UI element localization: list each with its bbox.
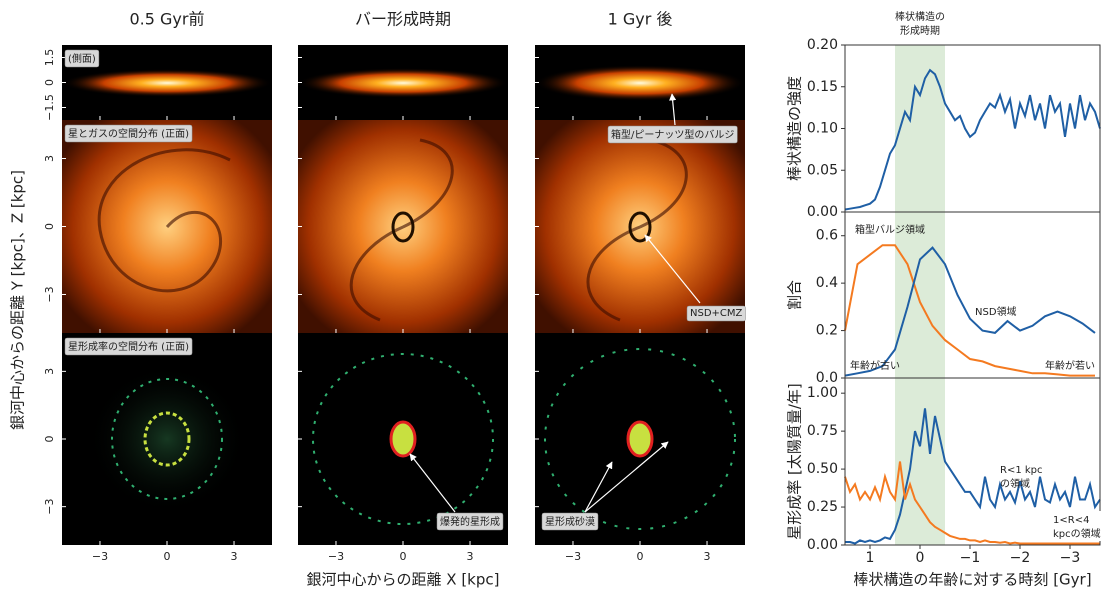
y-tick-label: 0.50: [807, 461, 838, 477]
y-tick-label: 0.4: [816, 275, 838, 291]
x-tick-label: 0: [164, 550, 171, 563]
y-tick-label: 1.00: [807, 385, 838, 401]
annotation-box: (側面): [65, 50, 99, 67]
highlight-band: [895, 212, 945, 378]
sfr-core: [628, 422, 652, 456]
y-tick-label: 0: [43, 223, 56, 230]
annotation: 星形成率の空間分布 (正面): [68, 340, 189, 353]
x-axis-label: 棒状構造の年齢に対する時刻 [Gyr]: [853, 571, 1091, 589]
y-tick-label: 0.20: [807, 37, 838, 53]
y-tick-label: 0.15: [807, 79, 838, 95]
x-tick-label: −2: [1010, 550, 1031, 566]
x-tick-label: 0: [400, 550, 407, 563]
y-tick-label: 3: [43, 368, 56, 375]
y-tick-label: 0.10: [807, 121, 838, 137]
series-label: 1<R<4: [1053, 515, 1089, 526]
series-label: の領域: [1000, 477, 1030, 490]
annotation: NSD+CMZ: [690, 308, 743, 319]
y-axis-label: 銀河中心からの距離 Y [kpc]、Z [kpc]: [9, 170, 27, 430]
y-tick-label: 0.2: [816, 323, 838, 339]
annotation: 爆発的星形成: [440, 515, 500, 528]
annotation-box: 星形成率の空間分布 (正面): [65, 338, 192, 355]
y-tick-label: 3: [43, 155, 56, 162]
annotation: 形成時期: [900, 25, 940, 37]
line: [845, 245, 1095, 375]
column-title: 1 Gyr 後: [608, 10, 673, 29]
y-tick-label: 0.0: [816, 370, 838, 386]
y-tick-label: 0.00: [807, 204, 838, 220]
y-tick-label: 0.75: [807, 423, 838, 439]
annotation: 箱型/ピーナッツ型のバルジ: [611, 128, 734, 141]
y-tick-label: 0: [43, 79, 56, 86]
x-tick-label: 3: [467, 550, 474, 563]
y-tick-label: 0.6: [816, 228, 838, 244]
x-tick-label: 3: [704, 550, 711, 563]
x-tick-label: 0: [637, 550, 644, 563]
y-tick-label: 0.25: [807, 499, 838, 515]
disk: [298, 68, 508, 98]
y-tick-label: 0: [43, 436, 56, 443]
x-tick-label: −3: [565, 550, 581, 563]
x-tick-label: −3: [92, 550, 108, 563]
y-axis-label: 星形成率 [太陽質量/年]: [786, 383, 804, 540]
annotation: 棒状構造の: [895, 10, 945, 23]
annotation-box: 星形成砂漠: [542, 513, 598, 530]
annotation: 年齢が若い: [1045, 359, 1095, 372]
x-tick-label: −3: [328, 550, 344, 563]
sfr-core: [391, 422, 415, 456]
annotation: (側面): [68, 52, 96, 65]
x-tick-label: −1: [960, 550, 981, 566]
series-label: R<1 kpc: [1000, 465, 1043, 476]
highlight-band: [895, 45, 945, 212]
highlight-band: [895, 378, 945, 545]
x-axis-label: 銀河中心からの距離 X [kpc]: [307, 571, 500, 589]
series-label: 箱型バルジ領域: [855, 223, 925, 236]
disk: [535, 65, 745, 101]
line: [845, 248, 1095, 376]
annotation-box: 箱型/ピーナッツ型のバルジ: [608, 126, 737, 143]
annotation: 星とガスの空間分布 (正面): [68, 127, 189, 140]
y-axis-label: 割合: [786, 280, 804, 310]
annotation: 星形成砂漠: [545, 515, 595, 528]
x-tick-label: 3: [231, 550, 238, 563]
y-tick-label: −1.5: [43, 94, 56, 121]
x-tick-label: 0: [916, 550, 925, 566]
y-tick-label: 0.05: [807, 162, 838, 178]
plot-frame: [845, 45, 1100, 212]
column-title: 0.5 Gyr前: [130, 10, 205, 29]
series-label: kpcの領域: [1053, 527, 1101, 540]
y-tick-label: 1.5: [43, 49, 56, 67]
annotation-box: NSD+CMZ: [687, 306, 746, 321]
annotation: 年齢が古い: [850, 359, 900, 372]
column-title: バー形成時期: [355, 10, 451, 29]
y-tick-label: −3: [43, 286, 56, 302]
series-label: NSD領域: [975, 305, 1017, 318]
y-axis-label: 棒状構造の強度: [786, 76, 804, 181]
y-tick-label: −3: [43, 499, 56, 515]
y-tick-label: 0.00: [807, 537, 838, 553]
disk: [62, 69, 272, 97]
plot-frame: [845, 212, 1100, 378]
line: [845, 70, 1100, 209]
annotation-box: 爆発的星形成: [437, 513, 503, 530]
figure: 0.5 Gyr前 バー形成時期 1 Gyr 後 1.5 0 −1.5 (側面) 3 0 −3 星とガ…: [0, 0, 1105, 591]
annotation-box: 星とガスの空間分布 (正面): [65, 125, 192, 142]
x-tick-label: −3: [1060, 550, 1081, 566]
x-tick-label: 1: [866, 550, 875, 566]
